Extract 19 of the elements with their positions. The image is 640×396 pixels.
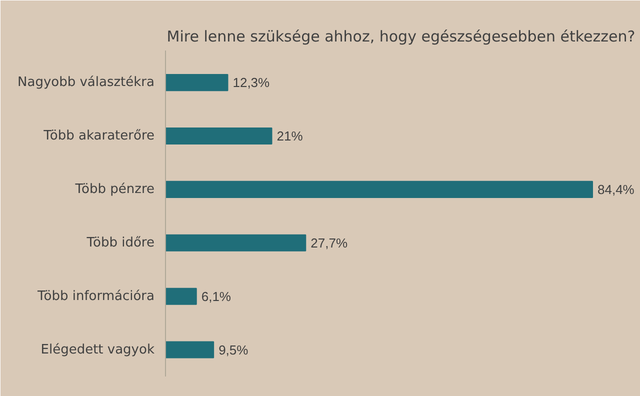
y-tick-label: Több akaraterőre xyxy=(42,128,155,144)
y-tick-label: Több információra xyxy=(36,288,155,304)
bar xyxy=(166,74,228,92)
bar xyxy=(166,341,214,358)
y-tick-label: Nagyobb választékra xyxy=(18,75,155,90)
bar xyxy=(166,234,306,252)
y-tick-label: Több pénzre xyxy=(74,182,155,197)
data-label: 21% xyxy=(276,128,304,144)
data-label: 27,7% xyxy=(310,235,348,250)
data-label: 9,5% xyxy=(218,342,249,358)
y-tick-label: Több időre xyxy=(86,235,155,250)
y-tick-label: Elégedett vagyok xyxy=(40,342,155,358)
data-label: 84,4% xyxy=(598,182,635,197)
data-label: 12,3% xyxy=(232,75,270,90)
bar xyxy=(166,180,593,198)
data-label: 6,1% xyxy=(201,288,232,304)
chart-title: Mire lenne szüksége ahhoz, hogy egészségesebben étkezzen? xyxy=(166,28,636,46)
bar xyxy=(166,127,272,145)
bar xyxy=(166,288,197,305)
